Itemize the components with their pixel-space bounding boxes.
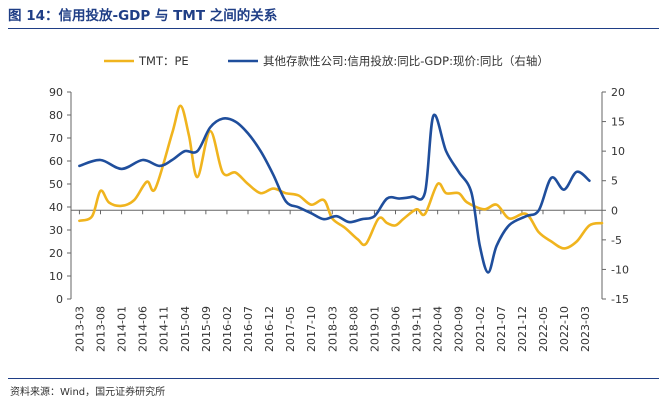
source-note: 资料来源：Wind，国元证券研究所 xyxy=(10,387,166,398)
title-divider xyxy=(8,28,659,29)
left-tick-label: 60 xyxy=(49,155,63,168)
right-tick-label: -5 xyxy=(611,234,622,247)
x-tick-label: 2014-11 xyxy=(158,306,171,352)
left-tick-label: 30 xyxy=(49,224,63,237)
figure-title: 图 14：信用投放-GDP 与 TMT 之间的关系 xyxy=(8,8,278,24)
x-tick-label: 2016-02 xyxy=(221,306,234,352)
x-tick-label: 2021-07 xyxy=(495,306,508,352)
x-tick-label: 2017-05 xyxy=(284,306,297,352)
x-tick-label: 2023-03 xyxy=(579,306,592,352)
legend-label-credit-gdp: 其他存款性公司:信用投放:同比-GDP:现价:同比（右轴） xyxy=(263,54,549,68)
chart-axes: 0 10 20 30 40 50 60 70 80 90 -15 -10 -5 0 5 10 15 20 2013-… xyxy=(49,86,629,352)
x-tick-label: 2018-08 xyxy=(347,306,360,352)
right-tick-label: -15 xyxy=(611,293,629,306)
x-tick-label: 2022-05 xyxy=(537,306,550,352)
x-tick-label: 2016-12 xyxy=(263,306,276,352)
x-tick-label: 2021-12 xyxy=(516,306,529,352)
x-tick-label: 2015-04 xyxy=(179,306,192,352)
left-tick-label: 90 xyxy=(49,86,63,99)
legend-label-tmt-pe: TMT：PE xyxy=(138,54,189,68)
x-tick-label: 2017-10 xyxy=(305,306,318,352)
x-tick-label: 2020-04 xyxy=(432,306,445,352)
x-tick-label: 2013-03 xyxy=(73,306,86,352)
x-tick-label: 2022-10 xyxy=(558,306,571,352)
right-tick-label: -10 xyxy=(611,263,629,276)
right-tick-label: 0 xyxy=(611,204,618,217)
chart-series xyxy=(78,104,604,274)
x-tick-label: 2019-06 xyxy=(390,306,403,352)
right-tick-label: 15 xyxy=(611,116,625,129)
series-line-credit-gdp xyxy=(78,113,591,274)
left-tick-label: 50 xyxy=(49,178,63,191)
left-tick-label: 10 xyxy=(49,270,63,283)
right-tick-label: 10 xyxy=(611,145,625,158)
left-tick-label: 20 xyxy=(49,247,63,260)
right-tick-label: 20 xyxy=(611,86,625,99)
left-tick-label: 70 xyxy=(49,132,63,145)
x-tick-label: 2019-11 xyxy=(411,306,424,352)
x-tick-label: 2016-07 xyxy=(242,306,255,352)
x-tick-label: 2019-01 xyxy=(368,306,381,352)
x-tick-label: 2015-09 xyxy=(200,306,213,352)
x-tick-label: 2013-08 xyxy=(95,306,108,352)
x-tick-label: 2018-03 xyxy=(326,306,339,352)
left-tick-label: 40 xyxy=(49,201,63,214)
x-tick-label: 2021-02 xyxy=(474,306,487,352)
left-tick-label: 80 xyxy=(49,109,63,122)
x-tick-label: 2020-09 xyxy=(453,306,466,352)
left-tick-label: 0 xyxy=(56,293,63,306)
x-tick-label: 2014-01 xyxy=(116,306,129,352)
right-tick-label: 5 xyxy=(611,175,618,188)
footer-divider xyxy=(8,378,659,379)
chart-legend: TMT：PE 其他存款性公司:信用投放:同比-GDP:现价:同比（右轴） xyxy=(104,54,549,68)
x-tick-label: 2014-06 xyxy=(137,306,150,352)
series-line-tmt-pe xyxy=(78,104,604,250)
